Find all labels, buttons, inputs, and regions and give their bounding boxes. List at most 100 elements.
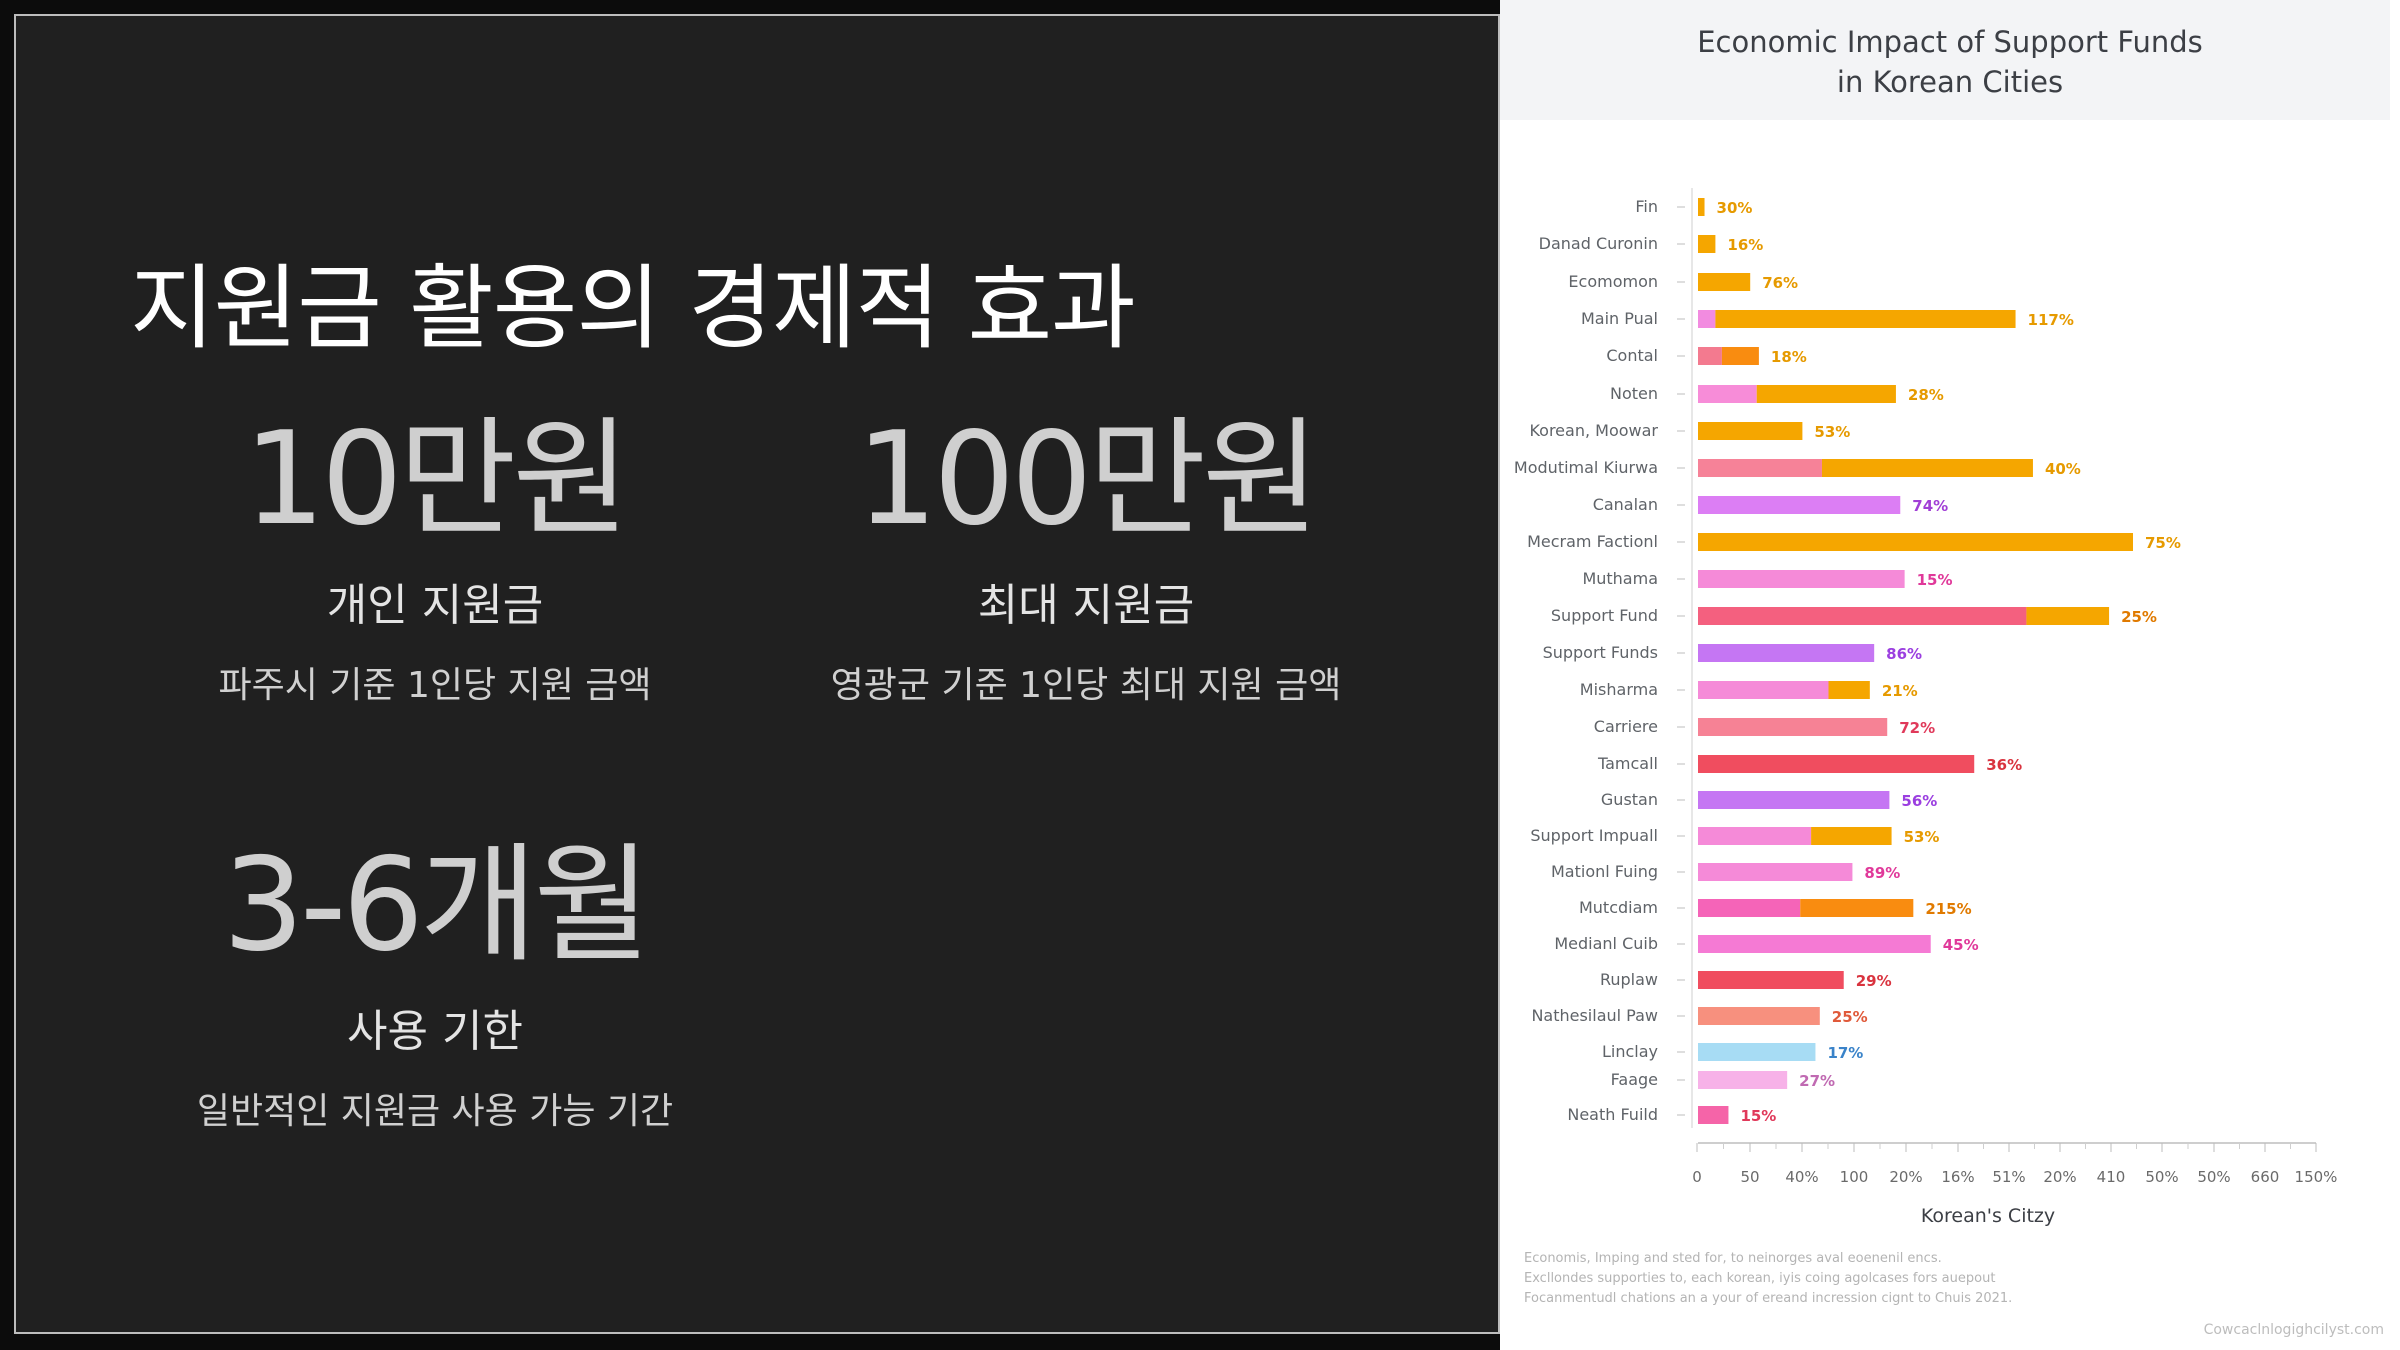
y-tick-label: Support Fund bbox=[1551, 606, 1658, 625]
bar-segment bbox=[1698, 863, 1853, 881]
bar-segment bbox=[1698, 755, 1975, 773]
data-label: 21% bbox=[1882, 682, 1918, 700]
stat-value: 3-6개월 bbox=[222, 831, 652, 980]
stat-description: 영광군 기준 1인당 최대 지원 금액 bbox=[830, 665, 1342, 706]
y-tick-label: Ruplaw bbox=[1600, 970, 1658, 989]
bar-segment bbox=[1698, 422, 1803, 440]
chart-source: Cowcaclnlogighcilyst.com bbox=[2203, 1322, 2384, 1338]
bar-segment bbox=[1698, 971, 1844, 989]
data-label: 29% bbox=[1856, 972, 1892, 990]
chart-footnote: Economis, Imping and sted for, to neinor… bbox=[1524, 1249, 2084, 1309]
bar-segment bbox=[1828, 681, 1870, 699]
bar-segment bbox=[1698, 310, 1716, 328]
x-tick-label: 150% bbox=[2295, 1168, 2338, 1186]
y-tick-label: Mecram Factionl bbox=[1527, 532, 1658, 551]
stat-card-individual: 10만원 개인 지원금 파주시 기준 1인당 지원 금액 bbox=[155, 416, 715, 704]
footnote-line: Economis, Imping and sted for, to neinor… bbox=[1524, 1251, 1942, 1266]
data-label: 25% bbox=[1832, 1008, 1868, 1026]
stat-label: 개인 지원금 bbox=[326, 580, 544, 631]
bar-segment bbox=[1698, 899, 1801, 917]
y-tick-label: Support Funds bbox=[1543, 643, 1658, 662]
chart-header bbox=[1500, 0, 2390, 120]
y-tick-label: Linclay bbox=[1602, 1042, 1658, 1061]
y-tick-label: Ecomomon bbox=[1568, 272, 1658, 291]
data-label: 40% bbox=[2045, 460, 2081, 478]
x-tick-label: 0 bbox=[1692, 1168, 1702, 1186]
bar-segment bbox=[1698, 347, 1722, 365]
bar-segment bbox=[1715, 310, 2016, 328]
bar-segment bbox=[1698, 459, 1822, 477]
y-tick-label: Noten bbox=[1610, 384, 1658, 403]
y-tick-label: Carriere bbox=[1594, 717, 1658, 736]
chart-title: Economic Impact of Support Funds in Kore… bbox=[1500, 22, 2400, 102]
x-tick-label: 20% bbox=[2043, 1168, 2076, 1186]
x-tick-label: 16% bbox=[1941, 1168, 1974, 1186]
data-label: 86% bbox=[1886, 645, 1922, 663]
data-label: 27% bbox=[1799, 1072, 1835, 1090]
data-label: 56% bbox=[1901, 792, 1937, 810]
bar-segment bbox=[1721, 347, 1759, 365]
stat-value: 100만원 bbox=[856, 405, 1320, 554]
x-tick-label: 51% bbox=[1992, 1168, 2025, 1186]
bar-segment bbox=[1698, 570, 1905, 588]
page-title: 지원금 활용의 경제적 효과 bbox=[130, 255, 1136, 362]
y-tick-label: Mutcdiam bbox=[1579, 898, 1658, 917]
x-tick-label: 100 bbox=[1840, 1168, 1869, 1186]
chart-panel: Economic Impact of Support Funds in Kore… bbox=[1500, 0, 2400, 1350]
stat-label: 사용 기한 bbox=[347, 1006, 523, 1057]
stat-description: 파주시 기준 1인당 지원 금액 bbox=[218, 665, 652, 706]
stat-card-period: 3-6개월 사용 기한 일반적인 지원금 사용 가능 기간 bbox=[155, 842, 715, 1130]
y-tick-label: Neath Fuild bbox=[1567, 1105, 1658, 1124]
x-tick-label: 50% bbox=[2197, 1168, 2230, 1186]
data-label: 53% bbox=[1814, 423, 1850, 441]
bar-segment bbox=[1698, 935, 1931, 953]
bar-segment bbox=[1698, 1007, 1820, 1025]
y-tick-label: Gustan bbox=[1601, 790, 1658, 809]
stat-value: 10만원 bbox=[243, 405, 630, 554]
data-label: 89% bbox=[1864, 864, 1900, 882]
bar-segment bbox=[1698, 718, 1888, 736]
x-tick-label: 50 bbox=[1740, 1168, 1759, 1186]
y-tick-label: Support Impuall bbox=[1530, 826, 1658, 845]
data-label: 30% bbox=[1717, 199, 1753, 217]
bar-segment bbox=[1698, 533, 2133, 551]
bar-segment bbox=[1811, 827, 1892, 845]
data-label: 36% bbox=[1986, 756, 2022, 774]
y-tick-label: Fin bbox=[1635, 197, 1658, 216]
bar-segment bbox=[1698, 791, 1890, 809]
y-tick-label: Contal bbox=[1606, 346, 1658, 365]
bar-segment bbox=[1698, 1071, 1788, 1089]
bar-segment bbox=[1821, 459, 2033, 477]
data-label: 215% bbox=[1925, 900, 1971, 918]
bar-segment bbox=[1800, 899, 1914, 917]
data-label: 76% bbox=[1762, 274, 1798, 292]
bar-segment bbox=[1756, 385, 1896, 403]
slide-left-panel: 지원금 활용의 경제적 효과 10만원 개인 지원금 파주시 기준 1인당 지원… bbox=[14, 14, 1500, 1334]
bar-segment bbox=[1698, 681, 1829, 699]
bar-segment bbox=[1698, 273, 1751, 291]
stat-description: 일반적인 지원금 사용 가능 기간 bbox=[196, 1091, 674, 1132]
y-tick-label: Muthama bbox=[1582, 569, 1658, 588]
footnote-line: Focanmentudl chations an a your of erean… bbox=[1524, 1291, 2013, 1306]
y-tick-label: Korean, Moowar bbox=[1529, 421, 1658, 440]
y-tick-label: Misharma bbox=[1580, 680, 1658, 699]
y-tick-label: Danad Curonin bbox=[1539, 234, 1658, 253]
x-tick-label: 20% bbox=[1889, 1168, 1922, 1186]
bar-segment bbox=[1698, 644, 1875, 662]
y-tick-label: Nathesilaul Paw bbox=[1531, 1006, 1658, 1025]
y-tick-label: Medianl Cuib bbox=[1554, 934, 1658, 953]
y-tick-label: Modutimal Kiurwa bbox=[1514, 458, 1658, 477]
bar-segment bbox=[1698, 1106, 1729, 1124]
data-label: 15% bbox=[1740, 1107, 1776, 1125]
bar-segment bbox=[1698, 496, 1901, 514]
bar-chart: Fin 30% Danad Curonin 16% Ecomomon 76% Main Pu… bbox=[1514, 188, 2338, 1227]
data-label: 74% bbox=[1912, 497, 1948, 515]
x-tick-label: 410 bbox=[2097, 1168, 2126, 1186]
y-tick-label: Mationl Fuing bbox=[1551, 862, 1658, 881]
chart-title-line2: in Korean Cities bbox=[1836, 65, 2064, 99]
data-label: 25% bbox=[2121, 608, 2157, 626]
data-label: 75% bbox=[2145, 534, 2181, 552]
bar-segment bbox=[2026, 607, 2110, 625]
stat-card-maximum: 100만원 최대 지원금 영광군 기준 1인당 최대 지원 금액 bbox=[806, 416, 1366, 704]
